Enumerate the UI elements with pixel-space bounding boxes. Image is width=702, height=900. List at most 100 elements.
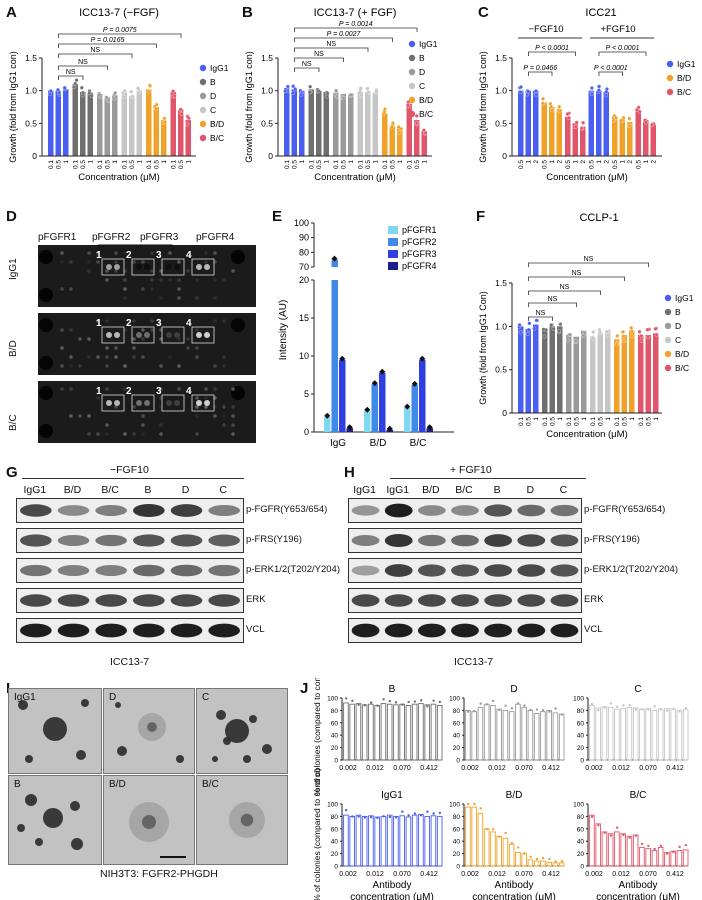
array-spot [78,364,82,368]
spot-box [191,258,215,276]
x-tick-label: 0.5 [153,160,160,169]
array-spot [195,355,199,359]
data-point [363,704,367,707]
array-spot [195,414,199,418]
band [20,623,52,638]
panel-letter-b: B [242,4,253,21]
data-point [394,701,398,704]
data-point [396,125,401,130]
bar [48,90,54,156]
blot-row-label: p-ERK1/2(T202/Y204) [246,564,340,575]
bar [365,91,371,156]
data-point [136,86,141,91]
data-point [640,842,644,846]
bar [607,706,614,761]
colony [225,719,249,743]
x-tick-label: 0.070 [515,871,533,878]
x-tick-label: 0.5 [55,160,62,169]
x-tick-label: 0.5 [414,160,421,169]
spot [144,400,150,406]
bar [682,709,689,761]
bar [620,833,626,867]
legend-label: C [675,335,681,345]
bar [619,120,625,156]
array-spot [141,414,145,418]
micrograph-caption: NIH3T3: FGFR2-PHGDH [100,868,218,880]
bar [556,108,562,156]
comparison-bracket [58,75,84,80]
bar [657,708,664,761]
data-point [411,380,418,387]
data-point [525,331,530,336]
data-point [533,89,538,94]
array-spot [132,260,136,264]
data-point [516,846,520,849]
bar [541,102,547,156]
bar [590,336,596,413]
comparison-bracket [528,276,625,281]
data-point [415,121,420,125]
y-axis-title: % of colonies (compared to control) [312,768,322,900]
bar [436,704,443,761]
data-point [650,122,654,127]
bar [588,90,594,156]
array-spot [195,278,199,282]
bar [601,706,608,761]
colony [81,699,89,707]
spot-box [161,258,185,276]
data-point [374,89,379,94]
bar [508,711,515,761]
band [170,623,203,638]
data-point [308,84,313,89]
receptor-bracket [97,244,173,251]
bar [393,704,399,761]
array-spot [69,387,73,391]
comparison-bracket [294,67,320,72]
x-tick-label: 2 [650,160,657,164]
array-spot [141,355,145,359]
array-spot [69,260,73,264]
bar [490,831,496,867]
bar [331,280,338,432]
y-tick-label: 0.5 [261,118,273,128]
y-tick-label: 1.5 [261,53,273,63]
bar [185,120,191,156]
subplot-title: B/D [506,790,523,801]
array-spot [141,432,145,436]
band [133,534,165,547]
data-point [171,89,176,94]
bar [635,110,641,156]
spot [174,264,180,270]
band [208,505,240,516]
legend-marker [408,110,416,118]
y-tick-label: 20 [453,851,461,858]
bar [596,90,602,156]
colony [243,755,251,763]
array-bg [38,313,256,375]
x-tick-label: 1 [348,160,355,164]
bar [515,703,521,761]
data-point [147,83,152,88]
data-point [541,96,546,101]
array-spot [132,346,136,350]
data-point [419,699,423,702]
data-point [419,355,426,362]
chart-title: CCLP-1 [579,212,618,224]
panel-letter-f: F [476,208,486,225]
array-spot [150,251,154,255]
y-tick-label: 0 [334,864,338,871]
data-point [344,808,348,812]
band [170,564,203,577]
array-spot [60,287,64,291]
bar [153,107,159,156]
bar [676,850,683,867]
data-point [603,831,606,834]
bar [291,89,297,156]
data-point [382,110,387,115]
comparison-label: P = 0.0075 [103,27,137,34]
data-point [390,124,395,129]
bar [521,853,527,867]
bar [361,704,368,761]
array-image: 1 2 3 4 [38,313,256,375]
data-point [615,333,620,338]
